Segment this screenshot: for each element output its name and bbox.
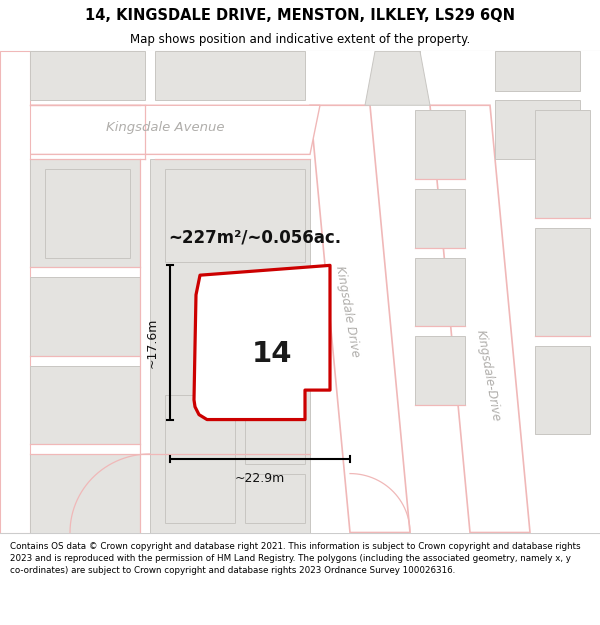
Polygon shape bbox=[0, 51, 30, 532]
Polygon shape bbox=[155, 51, 305, 101]
Polygon shape bbox=[535, 228, 590, 336]
Polygon shape bbox=[165, 169, 305, 262]
Polygon shape bbox=[310, 105, 410, 532]
Polygon shape bbox=[535, 110, 590, 218]
Polygon shape bbox=[415, 189, 465, 248]
Text: Kingsdale Drive: Kingsdale Drive bbox=[332, 265, 361, 358]
Polygon shape bbox=[165, 395, 235, 522]
Text: Contains OS data © Crown copyright and database right 2021. This information is : Contains OS data © Crown copyright and d… bbox=[10, 542, 580, 575]
Polygon shape bbox=[415, 110, 465, 179]
Text: 14, KINGSDALE DRIVE, MENSTON, ILKLEY, LS29 6QN: 14, KINGSDALE DRIVE, MENSTON, ILKLEY, LS… bbox=[85, 8, 515, 23]
Polygon shape bbox=[495, 101, 580, 159]
Polygon shape bbox=[415, 258, 465, 326]
Polygon shape bbox=[30, 366, 140, 444]
Polygon shape bbox=[415, 336, 465, 405]
Polygon shape bbox=[245, 474, 305, 522]
Polygon shape bbox=[430, 105, 530, 532]
Text: ~227m²/~0.056ac.: ~227m²/~0.056ac. bbox=[169, 229, 341, 247]
Polygon shape bbox=[0, 105, 320, 154]
Polygon shape bbox=[30, 159, 140, 268]
Text: ~22.9m: ~22.9m bbox=[235, 472, 285, 485]
Polygon shape bbox=[45, 169, 130, 258]
Polygon shape bbox=[30, 454, 140, 532]
Polygon shape bbox=[30, 51, 145, 101]
Polygon shape bbox=[30, 277, 140, 356]
Polygon shape bbox=[245, 395, 305, 464]
Text: 14: 14 bbox=[252, 340, 292, 367]
Polygon shape bbox=[375, 51, 420, 101]
Polygon shape bbox=[150, 159, 310, 532]
Text: Map shows position and indicative extent of the property.: Map shows position and indicative extent… bbox=[130, 34, 470, 46]
Polygon shape bbox=[535, 346, 590, 434]
Polygon shape bbox=[365, 51, 430, 105]
Polygon shape bbox=[495, 51, 580, 91]
Polygon shape bbox=[194, 266, 330, 419]
Text: ~17.6m: ~17.6m bbox=[146, 318, 158, 368]
Text: Kingsdale Avenue: Kingsdale Avenue bbox=[106, 121, 224, 134]
Text: Kingsdale-Drive: Kingsdale-Drive bbox=[473, 328, 502, 422]
